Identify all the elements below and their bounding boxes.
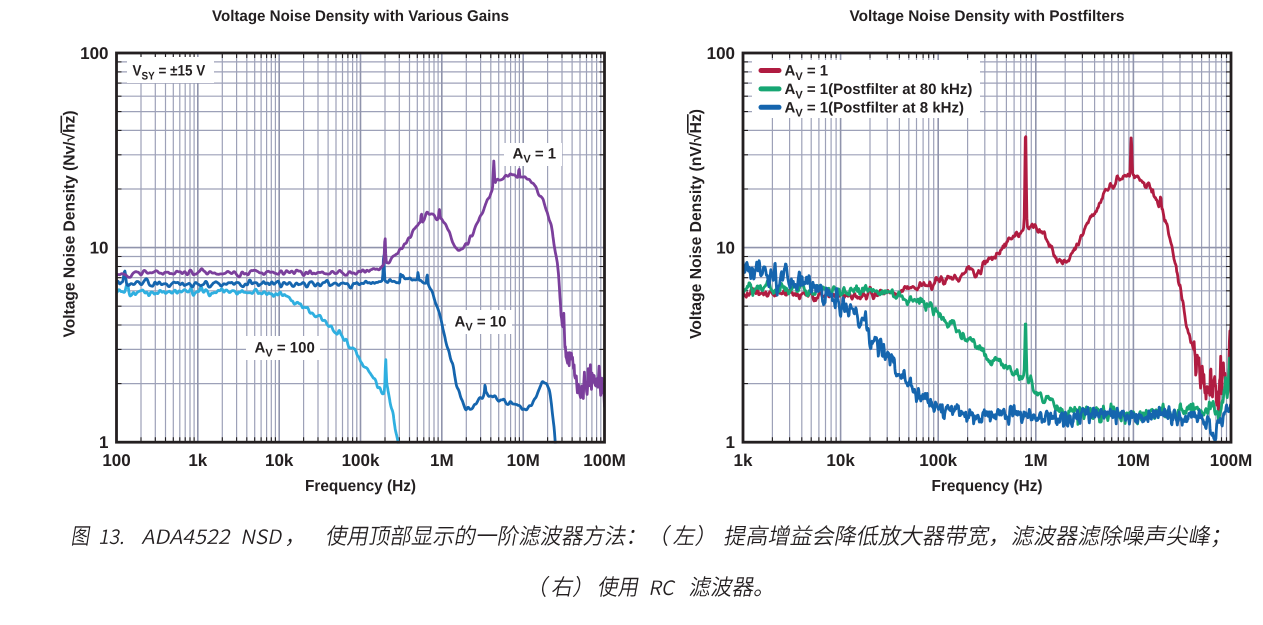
svg-text:1k: 1k (734, 451, 753, 470)
svg-text:10: 10 (716, 239, 735, 258)
svg-text:10M: 10M (507, 451, 540, 470)
svg-text:AV = 10: AV = 10 (455, 314, 507, 334)
svg-text:AV = 1(Postfilter at 80 kHz): AV = 1(Postfilter at 80 kHz) (785, 81, 973, 101)
svg-text:AV = 100: AV = 100 (255, 340, 315, 360)
svg-text:10k: 10k (265, 451, 294, 470)
svg-text:100k: 100k (919, 451, 957, 470)
svg-text:AV = 1: AV = 1 (513, 146, 557, 166)
svg-text:VSY = ±15 V: VSY = ±15 V (133, 63, 206, 83)
svg-text:100M: 100M (583, 451, 626, 470)
svg-text:AV = 1: AV = 1 (785, 63, 829, 83)
svg-text:100: 100 (102, 451, 130, 470)
svg-text:10k: 10k (826, 451, 855, 470)
svg-text:Voltage Noise Density with Pos: Voltage Noise Density with Postfilters (850, 8, 1125, 25)
svg-text:Voltage Noise Density (Nv/√hz): Voltage Noise Density (Nv/√hz) (62, 110, 79, 337)
svg-text:10: 10 (90, 239, 109, 258)
svg-text:1: 1 (99, 433, 108, 452)
svg-text:100: 100 (707, 44, 735, 63)
svg-text:Frequency (Hz): Frequency (Hz) (305, 478, 416, 495)
svg-text:100: 100 (80, 44, 108, 63)
svg-text:1M: 1M (1024, 451, 1048, 470)
svg-text:1M: 1M (430, 451, 454, 470)
svg-text:100k: 100k (342, 451, 380, 470)
svg-text:Voltage Noise Density with Var: Voltage Noise Density with Various Gains (212, 8, 509, 25)
svg-text:1k: 1k (188, 451, 207, 470)
svg-text:Voltage Noise Density (nV/√Hz): Voltage Noise Density (nV/√Hz) (688, 109, 705, 339)
svg-text:1: 1 (726, 433, 735, 452)
svg-text:AV = 1(Postfilter at 8 kHz): AV = 1(Postfilter at 8 kHz) (785, 100, 965, 120)
svg-text:10M: 10M (1117, 451, 1150, 470)
svg-text:100M: 100M (1210, 451, 1253, 470)
svg-text:Frequency (Hz): Frequency (Hz) (932, 478, 1043, 495)
